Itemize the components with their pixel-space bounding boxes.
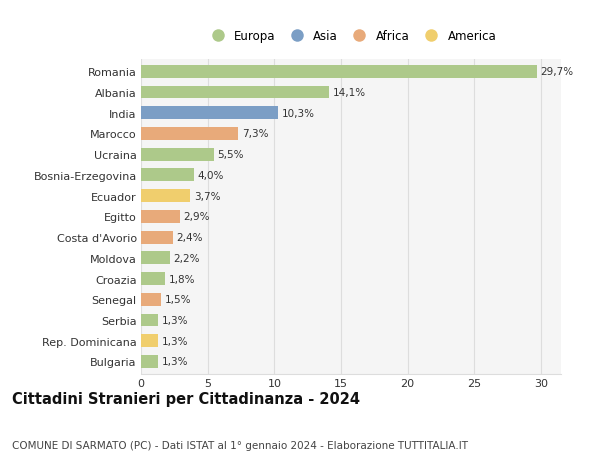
Bar: [141, 169, 194, 182]
Bar: [141, 293, 161, 306]
Bar: [141, 231, 173, 244]
Bar: [141, 355, 158, 368]
Text: 29,7%: 29,7%: [541, 67, 574, 77]
Text: 2,4%: 2,4%: [176, 233, 203, 242]
Legend: Europa, Asia, Africa, America: Europa, Asia, Africa, America: [203, 28, 499, 45]
Text: 10,3%: 10,3%: [281, 108, 314, 118]
Text: 14,1%: 14,1%: [332, 88, 365, 98]
Bar: [141, 314, 158, 327]
Text: 5,5%: 5,5%: [218, 150, 244, 160]
Bar: [141, 190, 190, 202]
Bar: [141, 211, 179, 223]
Text: 7,3%: 7,3%: [242, 129, 268, 139]
Bar: [141, 335, 158, 347]
Bar: [141, 148, 214, 161]
Text: 2,9%: 2,9%: [183, 212, 209, 222]
Text: Cittadini Stranieri per Cittadinanza - 2024: Cittadini Stranieri per Cittadinanza - 2…: [12, 391, 360, 406]
Text: 2,2%: 2,2%: [173, 253, 200, 263]
Bar: [141, 252, 170, 265]
Bar: [141, 107, 278, 120]
Text: 4,0%: 4,0%: [197, 170, 224, 180]
Bar: [141, 66, 537, 78]
Bar: [141, 273, 165, 285]
Bar: [141, 128, 238, 140]
Text: 3,7%: 3,7%: [194, 191, 220, 201]
Text: COMUNE DI SARMATO (PC) - Dati ISTAT al 1° gennaio 2024 - Elaborazione TUTTITALIA: COMUNE DI SARMATO (PC) - Dati ISTAT al 1…: [12, 440, 468, 450]
Bar: [141, 86, 329, 99]
Text: 1,3%: 1,3%: [161, 315, 188, 325]
Text: 1,3%: 1,3%: [161, 336, 188, 346]
Text: 1,5%: 1,5%: [164, 295, 191, 305]
Text: 1,3%: 1,3%: [161, 357, 188, 367]
Text: 1,8%: 1,8%: [169, 274, 195, 284]
